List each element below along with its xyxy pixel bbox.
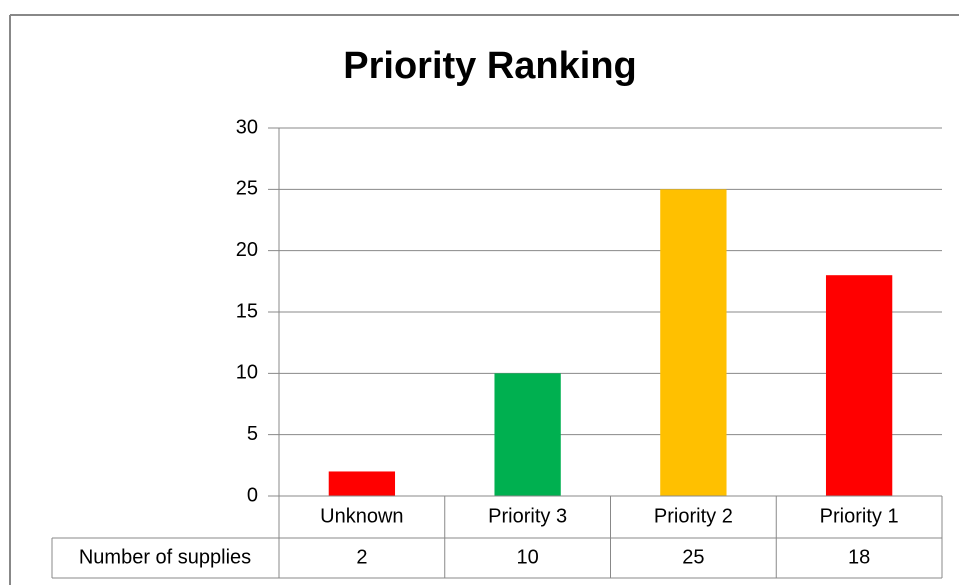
bar xyxy=(328,471,396,496)
y-tick-label: 25 xyxy=(236,178,258,200)
table-value: 25 xyxy=(682,546,704,568)
y-tick-label: 5 xyxy=(247,423,258,445)
y-tick-label: 20 xyxy=(236,239,258,261)
bar xyxy=(494,373,561,496)
x-tick-label: Priority 1 xyxy=(820,505,899,527)
bar xyxy=(660,189,727,497)
x-tick-label: Unknown xyxy=(320,505,403,527)
y-tick-label: 10 xyxy=(236,362,258,384)
y-tick-label: 15 xyxy=(236,300,258,322)
bar xyxy=(825,275,893,496)
y-tick-label: 30 xyxy=(236,116,258,138)
table-value: 10 xyxy=(517,546,539,568)
chart-title: Priority Ranking xyxy=(343,45,637,87)
table-value: 2 xyxy=(356,546,367,568)
y-tick-label: 0 xyxy=(247,484,258,506)
x-tick-label: Priority 3 xyxy=(488,505,567,527)
series-name: Number of supplies xyxy=(79,546,251,568)
x-tick-label: Priority 2 xyxy=(654,505,733,527)
table-value: 18 xyxy=(848,546,870,568)
